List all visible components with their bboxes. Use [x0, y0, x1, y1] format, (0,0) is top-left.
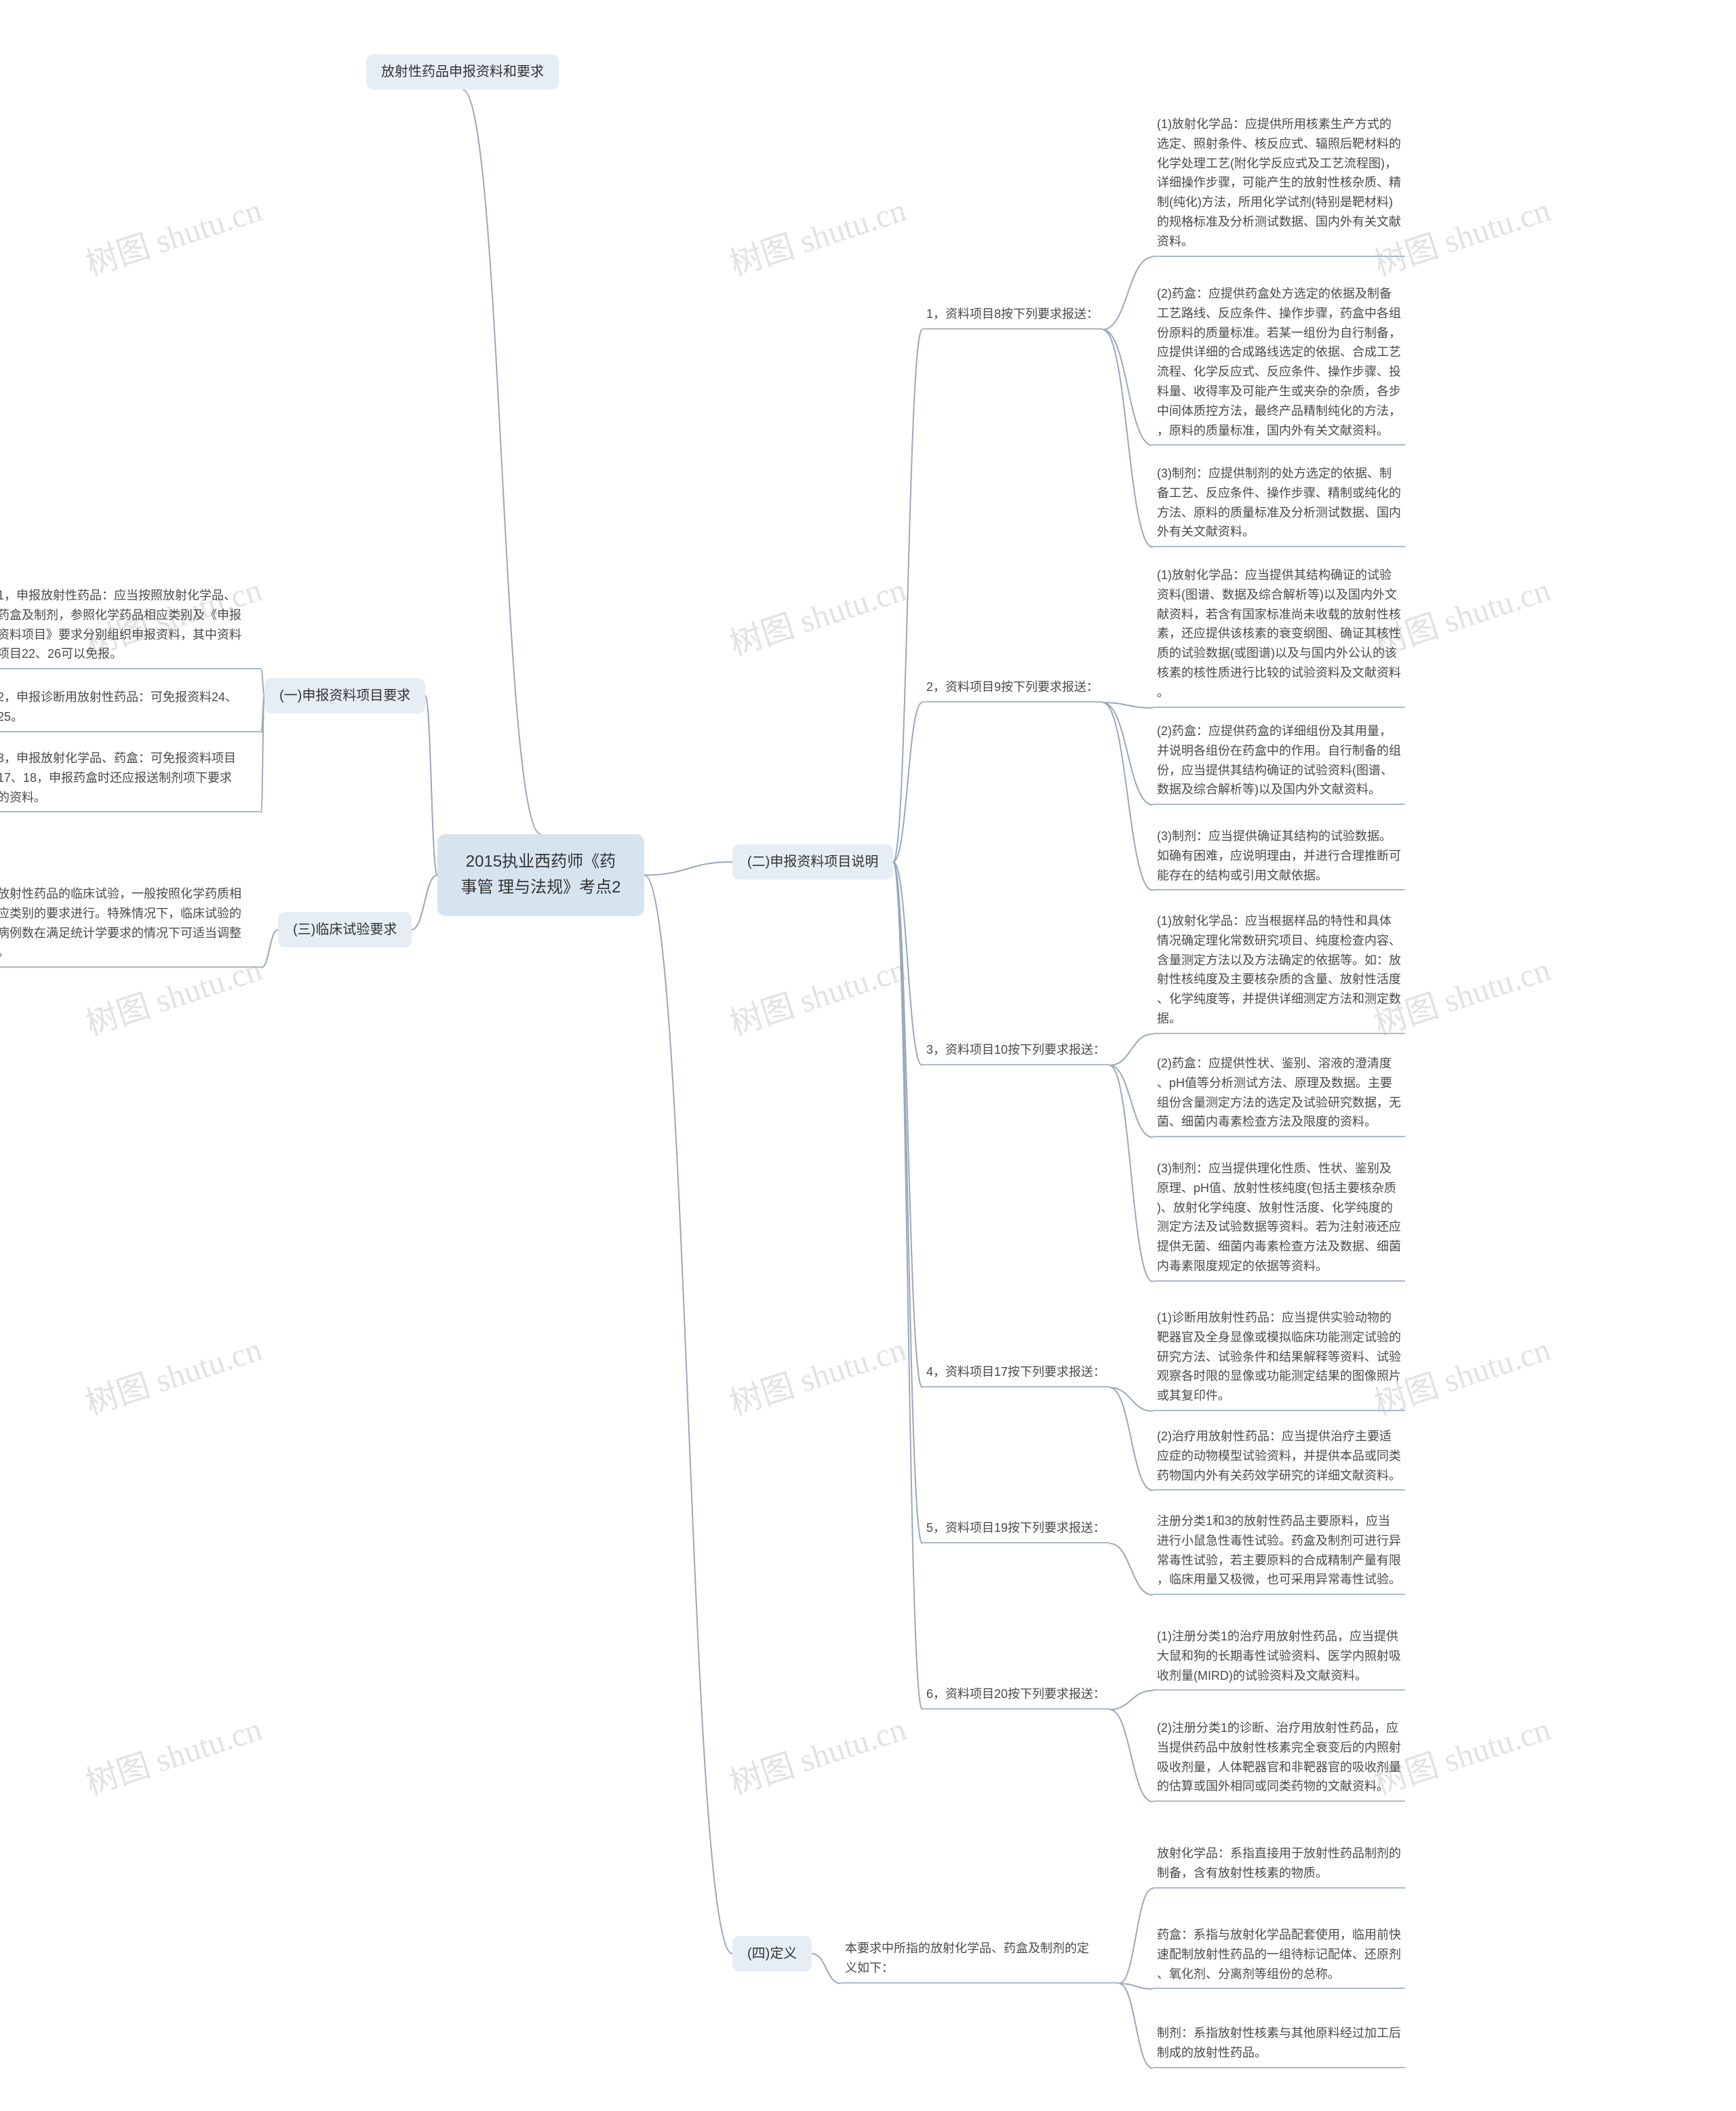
- leaf-10-2: (2)药盒：应提供性状、鉴别、溶液的澄清度 、pH值等分析测试方法、原理及数据。…: [1153, 1051, 1405, 1137]
- leaf-10-1: (1)放射化学品：应当根据样品的特性和具体 情况确定理化常数研究项目、纯度检查内…: [1153, 909, 1405, 1034]
- leaf-8-2: (2)药盒：应提供药盒处方选定的依据及制备 工艺路线、反应条件、操作步骤，药盒中…: [1153, 281, 1405, 446]
- def-intro: 本要求中所指的放射化学品、药盒及制剂的定 义如下：: [841, 1936, 1119, 1984]
- leaf-9-1: (1)放射化学品：应当提供其结构确证的试验 资料(图谱、数据及综合解析等)以及国…: [1153, 563, 1405, 708]
- right-branch-2: (二)申报资料项目说明: [732, 844, 893, 880]
- top-branch: 放射性药品申报资料和要求: [366, 54, 559, 90]
- item-20: 6，资料项目20按下列要求报送：: [922, 1682, 1109, 1710]
- watermark: 树图 shutu.cn: [79, 1322, 267, 1424]
- watermark: 树图 shutu.cn: [79, 1702, 267, 1804]
- leaf-9-3: (3)制剂：应当提供确证其结构的试验数据。 如确有困难，应说明理由，并进行合理推…: [1153, 824, 1405, 890]
- def-3: 制剂：系指放射性核素与其他原料经过加工后 制成的放射性药品。: [1153, 2021, 1405, 2068]
- left-leaf-2-1: 放射性药品的临床试验，一般按照化学药质相 应类别的要求进行。特殊情况下，临床试验…: [0, 882, 261, 968]
- leaf-20-2: (2)注册分类1的诊断、治疗用放射性药品，应 当提供药品中放射性核素完全衰变后的…: [1153, 1716, 1405, 1802]
- leaf-19-1: 注册分类1和3的放射性药品主要原料，应当 进行小鼠急性毒性试验。药盒及制剂可进行…: [1153, 1509, 1405, 1595]
- item-9: 2，资料项目9按下列要求报送：: [922, 675, 1103, 703]
- def-2: 药盒：系指与放射化学品配套使用，临用前快 速配制放射性药品的一组待标记配体、还原…: [1153, 1922, 1405, 1989]
- left-leaf-1-1: 1，申报放射性药品：应当按照放射化学品、 药盒及制剂，参照化学药品相应类别及《申…: [0, 583, 261, 669]
- item-8: 1，资料项目8按下列要求报送：: [922, 302, 1103, 330]
- leaf-9-2: (2)药盒：应提供药盒的详细组份及其用量， 并说明各组份在药盒中的作用。自行制备…: [1153, 719, 1405, 805]
- leaf-8-1: (1)放射化学品：应提供所用核素生产方式的 选定、照射条件、核反应式、辐照后靶材…: [1153, 112, 1405, 257]
- left-leaf-1-3: 3，申报放射化学品、药盒：可免报资料项目 17、18，申报药盒时还应报送制剂项下…: [0, 746, 261, 812]
- watermark: 树图 shutu.cn: [723, 943, 911, 1044]
- root-node: 2015执业西药师《药事管 理与法规》考点2: [437, 834, 644, 916]
- leaf-20-1: (1)注册分类1的治疗用放射性药品，应当提供 大鼠和狗的长期毒性试验资料、医学内…: [1153, 1624, 1405, 1691]
- watermark: 树图 shutu.cn: [723, 183, 911, 285]
- item-17: 4，资料项目17按下列要求报送：: [922, 1360, 1109, 1387]
- leaf-10-3: (3)制剂：应当提供理化性质、性状、鉴别及 原理、pH值、放射性核纯度(包括主要…: [1153, 1156, 1405, 1282]
- leaf-17-2: (2)治疗用放射性药品：应当提供治疗主要适 应症的动物模型试验资料，并提供本品或…: [1153, 1424, 1405, 1491]
- left-branch-2: (三)临床试验要求: [278, 912, 412, 947]
- right-branch-4: (四)定义: [732, 1936, 812, 1971]
- item-10: 3，资料项目10按下列要求报送：: [922, 1038, 1109, 1065]
- item-19: 5，资料项目19按下列要求报送：: [922, 1516, 1109, 1543]
- watermark: 树图 shutu.cn: [79, 183, 267, 285]
- leaf-17-1: (1)诊断用放射性药品：应当提供实验动物的 靶器官及全身显像或模拟临床功能测定试…: [1153, 1305, 1405, 1411]
- watermark: 树图 shutu.cn: [723, 1702, 911, 1804]
- connectors-svg: [0, 0, 1736, 2111]
- left-leaf-1-2: 2，申报诊断用放射性药品：可免报资料24、 25。: [0, 685, 261, 732]
- watermark: 树图 shutu.cn: [723, 563, 911, 665]
- def-1: 放射化学品：系指直接用于放射性药品制剂的 制备，含有放射性核素的物质。: [1153, 1841, 1405, 1889]
- leaf-8-3: (3)制剂：应提供制剂的处方选定的依据、制 备工艺、反应条件、操作步骤、精制或纯…: [1153, 461, 1405, 547]
- watermark: 树图 shutu.cn: [723, 1322, 911, 1424]
- left-branch-1: (一)申报资料项目要求: [264, 678, 425, 713]
